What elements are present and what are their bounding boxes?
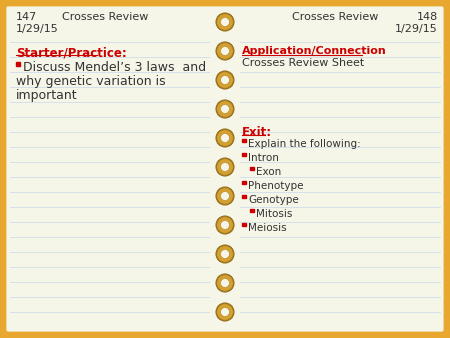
Circle shape <box>216 187 234 206</box>
Circle shape <box>216 217 234 234</box>
Circle shape <box>216 13 234 31</box>
Text: 1/29/15: 1/29/15 <box>395 24 438 34</box>
Circle shape <box>220 134 230 143</box>
Circle shape <box>220 75 230 84</box>
Circle shape <box>216 304 234 320</box>
Text: Crosses Review Sheet: Crosses Review Sheet <box>242 58 364 68</box>
Circle shape <box>216 43 234 59</box>
Circle shape <box>220 279 230 288</box>
Bar <box>242 194 246 198</box>
Circle shape <box>220 249 230 259</box>
Bar <box>16 62 20 66</box>
Text: 1/29/15: 1/29/15 <box>16 24 59 34</box>
Text: 147: 147 <box>16 12 37 22</box>
Text: Explain the following:: Explain the following: <box>248 139 361 149</box>
Text: important: important <box>16 89 77 102</box>
Text: 148: 148 <box>417 12 438 22</box>
Circle shape <box>216 245 234 263</box>
Circle shape <box>216 188 234 204</box>
Circle shape <box>216 42 234 61</box>
Text: Meiosis: Meiosis <box>248 223 287 233</box>
Circle shape <box>216 303 234 321</box>
Circle shape <box>216 129 234 146</box>
Circle shape <box>220 47 230 55</box>
Circle shape <box>216 244 234 264</box>
Circle shape <box>216 128 234 147</box>
Circle shape <box>220 18 230 26</box>
Bar <box>250 209 253 212</box>
Circle shape <box>216 71 234 90</box>
Circle shape <box>216 273 234 292</box>
Circle shape <box>220 104 230 114</box>
FancyBboxPatch shape <box>5 5 445 333</box>
Text: Discuss Mendel’s 3 laws  and: Discuss Mendel’s 3 laws and <box>23 61 206 74</box>
Circle shape <box>216 100 234 118</box>
Circle shape <box>220 220 230 230</box>
Text: Exit:: Exit: <box>242 126 272 139</box>
Circle shape <box>220 308 230 316</box>
Text: Exon: Exon <box>256 167 281 177</box>
Circle shape <box>216 274 234 291</box>
Bar <box>250 167 253 170</box>
Bar <box>242 139 246 142</box>
Text: why genetic variation is: why genetic variation is <box>16 75 166 88</box>
Circle shape <box>216 72 234 89</box>
Circle shape <box>216 159 234 175</box>
Text: Crosses Review: Crosses Review <box>62 12 148 22</box>
Text: Starter/Practice:: Starter/Practice: <box>16 46 127 59</box>
Text: Application/Connection: Application/Connection <box>242 46 387 56</box>
Text: Phenotype: Phenotype <box>248 181 303 191</box>
Circle shape <box>216 14 234 30</box>
Text: Genotype: Genotype <box>248 195 299 205</box>
Circle shape <box>216 99 234 119</box>
Circle shape <box>220 163 230 171</box>
Bar <box>242 180 246 184</box>
Bar <box>242 152 246 156</box>
Text: Crosses Review: Crosses Review <box>292 12 378 22</box>
Bar <box>210 9 240 329</box>
Text: Mitosis: Mitosis <box>256 209 292 219</box>
Circle shape <box>216 216 234 235</box>
Circle shape <box>216 158 234 176</box>
Circle shape <box>220 192 230 200</box>
Text: Intron: Intron <box>248 153 279 163</box>
Bar <box>242 222 246 226</box>
